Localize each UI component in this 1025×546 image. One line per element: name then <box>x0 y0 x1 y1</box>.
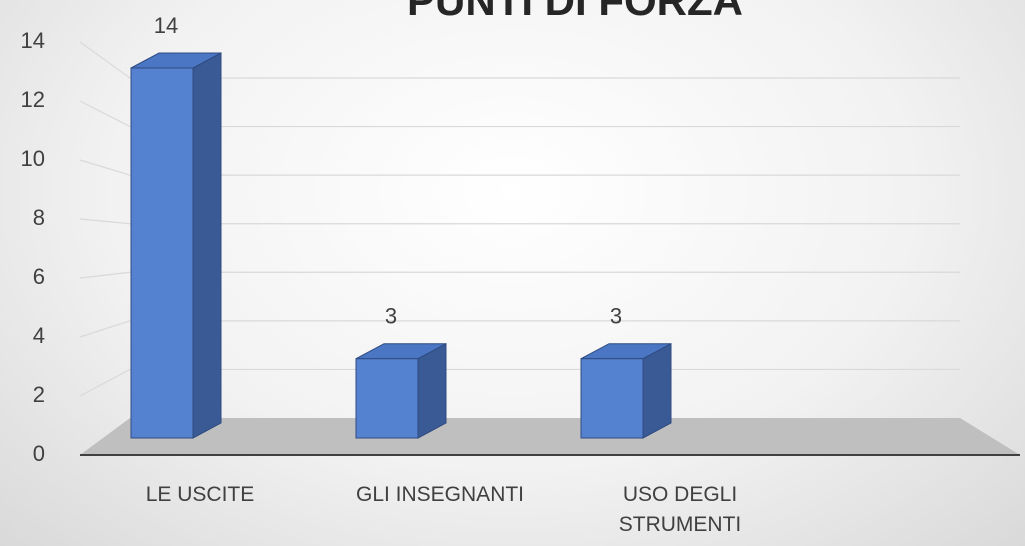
bar <box>580 358 644 439</box>
x-tick-label: LE USCITE <box>145 483 255 506</box>
y-tick-label: 0 <box>33 441 45 466</box>
grid-line <box>79 159 960 176</box>
grid-line <box>79 41 960 79</box>
x-tick-label: GLI INSEGNANTI <box>355 483 525 506</box>
x-tick-label: USO DEGLI STRUMENTI <box>618 483 742 536</box>
chart-title: PUNTI DI FORZA <box>407 0 743 24</box>
grid-line <box>79 100 960 128</box>
data-label: 14 <box>154 13 178 38</box>
bar-side <box>642 342 672 439</box>
y-tick-label: 6 <box>33 264 45 289</box>
grid-line <box>79 320 960 338</box>
y-tick-label: 12 <box>21 87 45 112</box>
floor <box>80 418 1020 455</box>
bar <box>130 67 194 439</box>
y-tick-label: 10 <box>21 146 45 171</box>
grid-line <box>79 218 960 225</box>
y-tick-label: 14 <box>21 28 45 53</box>
data-label: 3 <box>385 304 397 329</box>
y-tick-label: 4 <box>33 323 45 348</box>
grid-line <box>79 368 960 397</box>
data-label: 3 <box>610 304 622 329</box>
bar-side <box>192 52 222 439</box>
bar-side <box>417 342 447 439</box>
y-tick-label: 8 <box>33 205 45 230</box>
grid-line <box>79 271 960 279</box>
y-tick-label: 2 <box>33 382 45 407</box>
bar <box>355 358 419 439</box>
